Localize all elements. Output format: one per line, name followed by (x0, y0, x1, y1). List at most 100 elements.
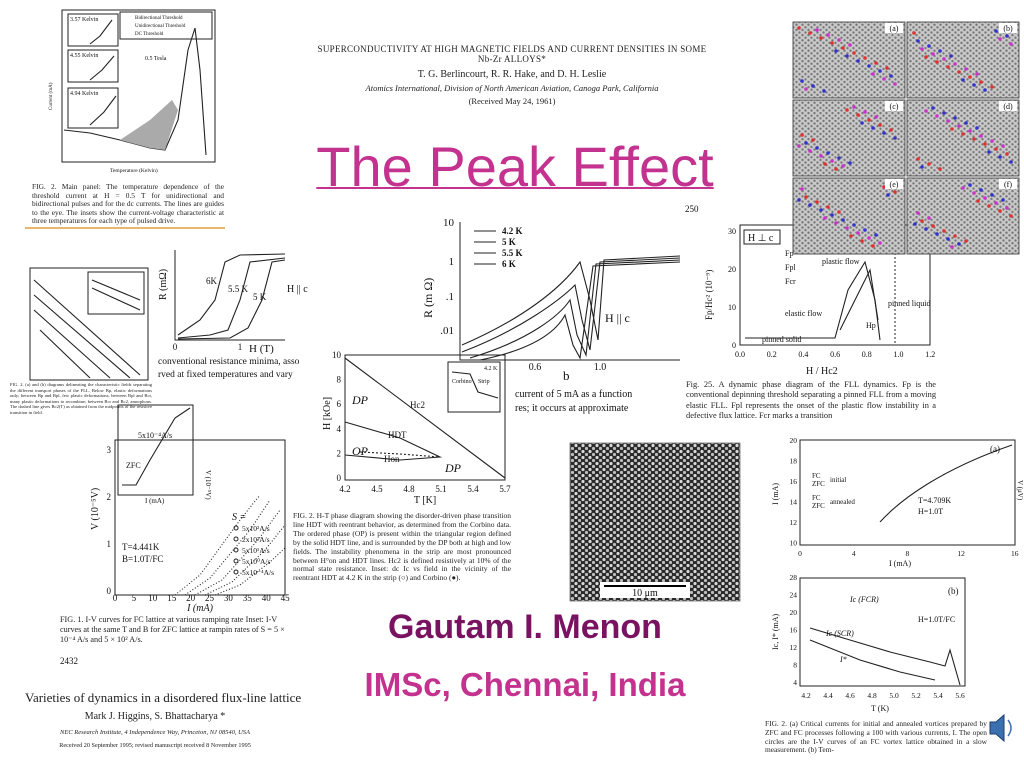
defect (935, 114, 939, 118)
curve (184, 499, 271, 596)
caption-line: current of 5 mA as a function (515, 389, 632, 400)
speaker-icon[interactable] (989, 713, 1012, 743)
legend-label: 5x10⁰A/s (242, 557, 271, 566)
defect (886, 193, 890, 197)
legend-label: ZFC (812, 502, 825, 510)
defect (852, 51, 856, 55)
curve (469, 259, 681, 359)
defect (1009, 214, 1013, 218)
curve (809, 627, 961, 686)
legend-label: FC (812, 472, 821, 480)
defect (874, 61, 878, 65)
inset-frame (117, 404, 194, 496)
y-tick-label: 18 (790, 457, 798, 466)
x-tick-label: 4.8 (403, 484, 415, 494)
panel-tag-box (999, 23, 1017, 33)
curve (214, 547, 286, 596)
legend-label: initial (830, 476, 846, 484)
figure-caption: FIG. 2. Main panel: The temperature depe… (32, 182, 224, 226)
curve-label: I* (839, 655, 847, 664)
y-tick-label: 10 (790, 539, 798, 548)
x-tick-label: 0 (173, 342, 178, 352)
panel-tag-box (999, 101, 1017, 111)
defect (924, 227, 928, 231)
panel-tag: (a) (890, 24, 899, 33)
x-tick-label: 1.0 (594, 362, 607, 373)
defect (920, 219, 924, 223)
defect (808, 149, 812, 153)
defect (1009, 42, 1013, 46)
caption-line: conventional resistance minima, asso (158, 357, 300, 367)
defect (871, 126, 875, 130)
legend-label: 2x10²A/s (242, 535, 270, 544)
defect (882, 131, 886, 135)
defect (964, 67, 968, 71)
y-tick-label: 2 (107, 492, 112, 502)
x-tick-label: 0.4 (798, 350, 808, 359)
curve (63, 27, 207, 156)
fig-micro: 10 μm (569, 442, 741, 602)
x-tick-label: 40 (262, 593, 272, 603)
legend-label: DC Threshold (135, 32, 164, 37)
defect (808, 31, 812, 35)
x-tick-label: 8 (906, 549, 910, 558)
x-tick-label: 5 (132, 593, 137, 603)
defect (893, 82, 897, 86)
legend-title: S = (232, 512, 246, 523)
x-axis-label: H (T) (249, 343, 274, 355)
x-tick-label: 1.2 (925, 350, 935, 359)
curve (461, 257, 681, 353)
curve-label: Ic (FCR) (849, 595, 879, 604)
x-tick-label: 5.6 (955, 691, 965, 700)
x-tick-label: 5.4 (467, 484, 479, 494)
plot-frame (344, 354, 506, 481)
defect (826, 205, 830, 209)
defect (815, 146, 819, 150)
defect (935, 232, 939, 236)
defect (845, 226, 849, 230)
y-tick-label: 3 (107, 445, 112, 455)
legend-marker (233, 558, 239, 564)
y2-axis-label: V (μV) (1016, 480, 1024, 501)
defect (916, 39, 920, 43)
field-label: H ⊥ c (748, 233, 774, 244)
defect (815, 28, 819, 32)
defect (927, 162, 931, 166)
defect (983, 142, 987, 146)
x-axis-label: b (563, 368, 570, 383)
curve (809, 639, 936, 681)
defect (938, 49, 942, 53)
defect (800, 133, 804, 137)
region-label: elastic flow (785, 309, 822, 318)
defect (797, 26, 801, 30)
field-label: H || c (605, 311, 630, 325)
curve (177, 257, 286, 339)
x-axis-label: I (mA) (186, 603, 213, 614)
legend-label: FC (812, 494, 821, 502)
curve-label: 6K (206, 276, 218, 286)
defect (804, 195, 808, 199)
simulation-panel (906, 99, 1020, 177)
defect (822, 89, 826, 93)
defect (800, 79, 804, 83)
defect (979, 188, 983, 192)
curve-label: Ic (SCR) (825, 629, 854, 638)
curve (33, 279, 141, 379)
x-tick-label: 5.7 (499, 484, 511, 494)
y-tick-label: 2 (337, 448, 342, 458)
legend-label: Fp (785, 249, 793, 258)
defect (867, 64, 871, 68)
parameter-label: B=1.0T/FC (122, 554, 163, 564)
curve (745, 260, 881, 341)
defect (826, 33, 830, 37)
defect (830, 41, 834, 45)
defect (990, 139, 994, 143)
y-axis-label: Current (mA) (49, 82, 54, 110)
defect (953, 116, 957, 120)
y-tick-label: 24 (790, 591, 798, 600)
defect (979, 134, 983, 138)
x-tick-label: 30 (224, 593, 234, 603)
x-tick-label: 4.6 (845, 691, 855, 700)
page-number: 250 (685, 204, 699, 214)
defect (841, 218, 845, 222)
